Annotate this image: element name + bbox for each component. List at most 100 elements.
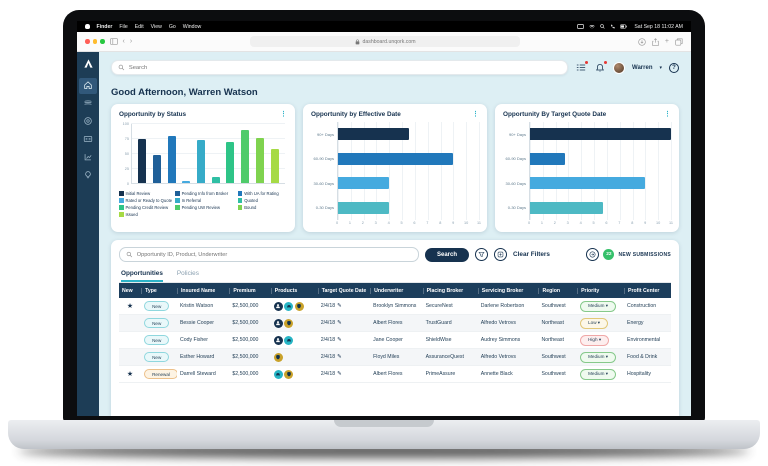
opportunity-search-input[interactable] — [136, 251, 412, 258]
display-icon[interactable] — [577, 24, 585, 29]
new-tab-button[interactable]: + — [664, 38, 669, 45]
menu-item-file[interactable]: File — [119, 23, 128, 30]
downloads-icon[interactable] — [638, 37, 646, 46]
menu-item-finder[interactable]: Finder — [96, 23, 113, 30]
column-header-premium[interactable]: Premium — [229, 287, 270, 294]
kebab-menu-icon[interactable]: ⋮ — [664, 111, 671, 118]
tab-overview-icon[interactable] — [675, 37, 683, 46]
product-car-icon[interactable] — [284, 301, 294, 311]
edit-date-icon[interactable]: ✎ — [337, 303, 342, 309]
column-header-type[interactable]: Type — [141, 287, 177, 294]
bar-pending-uw-review[interactable] — [241, 129, 250, 183]
column-header-products[interactable]: Products — [270, 287, 318, 294]
product-shield-icon[interactable] — [273, 352, 283, 362]
product-person-icon[interactable] — [273, 301, 283, 311]
share-icon[interactable] — [652, 37, 659, 46]
clear-filters-button[interactable] — [494, 248, 508, 261]
notifications-button[interactable] — [594, 60, 608, 74]
star-icon[interactable]: ★ — [126, 371, 134, 378]
new-submissions-label[interactable]: NEW SUBMISSIONS — [618, 251, 671, 258]
edit-date-icon[interactable]: ✎ — [337, 371, 342, 377]
bar-pending-info-from-broker[interactable] — [153, 155, 162, 183]
bar-in-referral[interactable] — [197, 139, 206, 183]
bar-90+-days[interactable] — [338, 128, 409, 141]
menu-item-go[interactable]: Go — [168, 23, 176, 30]
sidebar-item-id-card[interactable] — [79, 132, 97, 148]
opportunity-search[interactable] — [119, 247, 419, 262]
column-header-new[interactable]: New — [122, 287, 133, 294]
global-search[interactable] — [111, 60, 569, 75]
clear-filters-label[interactable]: Clear Filters — [513, 251, 550, 258]
product-car-icon[interactable] — [284, 335, 294, 345]
minimize-window-button[interactable] — [92, 39, 97, 44]
priority-dropdown[interactable]: Low ▾ — [580, 317, 609, 329]
kebab-menu-icon[interactable]: ⋮ — [280, 111, 287, 118]
table-row[interactable]: ★ New Kristin Watson $2,500,000 2/4/18 ✎ Brook… — [119, 298, 671, 315]
bar-90+-days[interactable] — [530, 128, 671, 141]
bar-0-30-days[interactable] — [530, 201, 604, 214]
column-header-priority[interactable]: Priority — [577, 287, 624, 294]
bar-30-60-days[interactable] — [338, 177, 390, 190]
product-person-icon[interactable] — [273, 318, 283, 328]
user-avatar[interactable] — [613, 61, 626, 74]
sidebar-item-home[interactable] — [79, 78, 97, 94]
menubar-clock[interactable]: Sat Sep 18 11:02 AM — [634, 23, 683, 30]
menu-item-window[interactable]: Window — [182, 23, 202, 30]
wifi-icon[interactable] — [589, 24, 595, 29]
priority-dropdown[interactable]: Medium ▾ — [580, 351, 617, 363]
menu-item-edit[interactable]: Edit — [134, 23, 144, 30]
global-search-input[interactable] — [128, 64, 562, 71]
user-name[interactable]: Warren — [632, 64, 653, 71]
table-row[interactable]: New Bessie Cooper $2,500,000 2/4/18 ✎ Albert … — [119, 315, 671, 332]
address-bar[interactable]: dashboard.unqork.com — [250, 36, 521, 47]
close-window-button[interactable] — [85, 39, 90, 44]
product-car-icon[interactable] — [273, 369, 283, 379]
column-header-region[interactable]: Region — [538, 287, 577, 294]
sidebar-item-bulb[interactable] — [79, 168, 97, 184]
product-shield-icon[interactable] — [284, 318, 294, 328]
product-shield-icon[interactable] — [294, 301, 304, 311]
priority-dropdown[interactable]: High ▾ — [580, 334, 610, 346]
tab-opportunities[interactable]: Opportunities — [121, 270, 163, 282]
bar-60-90-days[interactable] — [338, 152, 454, 165]
sidebar-item-globe[interactable] — [79, 114, 97, 130]
zoom-window-button[interactable] — [100, 39, 105, 44]
column-header-servicing-broker[interactable]: Servicing Broker — [477, 287, 539, 294]
apple-logo-icon[interactable] — [85, 24, 90, 29]
priority-dropdown[interactable]: Medium ▾ — [580, 300, 617, 312]
tab-policies[interactable]: Policies — [176, 270, 199, 277]
column-header-placing-broker[interactable]: Placing Broker — [422, 287, 478, 294]
sidebar-item-layers[interactable] — [79, 96, 97, 112]
table-row[interactable]: ★ Renewal Darrell Steward $2,500,000 2/4/18 ✎… — [119, 366, 671, 383]
bar-pending-credit-review[interactable] — [226, 141, 235, 183]
bar-issued[interactable] — [270, 149, 279, 183]
edit-date-icon[interactable]: ✎ — [337, 354, 342, 360]
column-header-underwriter[interactable]: Underwriter — [370, 287, 422, 294]
bar-bound[interactable] — [255, 137, 264, 183]
new-submissions-button[interactable] — [586, 248, 600, 261]
bar-quoted[interactable] — [211, 177, 220, 183]
column-header-target-quote-date[interactable]: Target Quote Date — [317, 287, 370, 294]
priority-dropdown[interactable]: Medium ▾ — [580, 368, 617, 380]
kebab-menu-icon[interactable]: ⋮ — [472, 111, 479, 118]
sidebar-item-chart[interactable] — [79, 150, 97, 166]
table-row[interactable]: New Cody Fisher $2,500,000 2/4/18 ✎ Jane Coop… — [119, 332, 671, 349]
bar-initial-review[interactable] — [138, 138, 147, 183]
spotlight-search-icon[interactable] — [600, 24, 605, 29]
edit-date-icon[interactable]: ✎ — [337, 337, 342, 343]
bar-with-ua-for-rating[interactable] — [167, 135, 176, 183]
star-icon[interactable]: ★ — [126, 303, 134, 310]
help-button[interactable]: ? — [669, 62, 679, 73]
bar-0-30-days[interactable] — [338, 201, 390, 214]
star-cell[interactable]: ★ — [119, 302, 141, 310]
star-cell[interactable]: ★ — [119, 370, 141, 378]
bar-30-60-days[interactable] — [530, 177, 646, 190]
menu-item-view[interactable]: View — [150, 23, 162, 30]
bar-rated-or-ready-to-quote[interactable] — [182, 181, 191, 183]
table-row[interactable]: New Esther Howard $2,500,000 2/4/18 ✎ Floyd M… — [119, 349, 671, 366]
filter-button[interactable] — [475, 248, 489, 261]
app-logo[interactable] — [81, 56, 95, 70]
product-shield-icon[interactable] — [284, 369, 294, 379]
user-menu-chevron-down-icon[interactable]: ▾ — [659, 64, 662, 71]
battery-icon[interactable] — [620, 24, 628, 29]
